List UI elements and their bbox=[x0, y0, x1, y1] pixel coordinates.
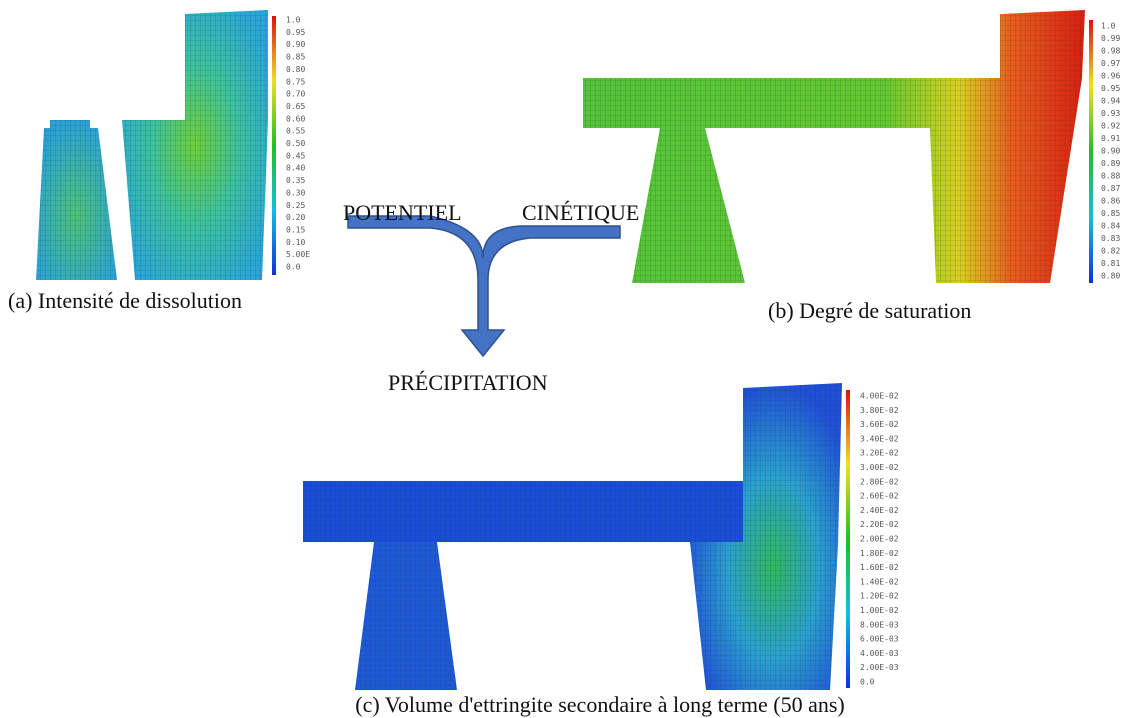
colorbar-label: 0.30 bbox=[286, 188, 305, 197]
panel-c bbox=[303, 383, 850, 690]
colorbar-label: 0.0 bbox=[286, 263, 301, 272]
colorbar-label: 4.00E-03 bbox=[860, 649, 899, 658]
colorbar-label: 0.95 bbox=[1101, 84, 1120, 93]
caption: (c) Volume d'ettringite secondaire à lon… bbox=[355, 692, 844, 717]
colorbar-label: 3.20E-02 bbox=[860, 449, 899, 458]
colorbar-label: 0.81 bbox=[1101, 259, 1120, 268]
colorbar-label: 0.86 bbox=[1101, 197, 1120, 206]
colorbar-label: 3.40E-02 bbox=[860, 434, 899, 443]
colorbar-label: 0.70 bbox=[286, 90, 305, 99]
colorbar-label: 0.85 bbox=[1101, 209, 1120, 218]
colorbar-label: 0.93 bbox=[1101, 109, 1120, 118]
colorbar-label: 0.88 bbox=[1101, 172, 1120, 181]
colorbar-label: 0.99 bbox=[1101, 34, 1120, 43]
colorbar-label: 0.80 bbox=[1101, 272, 1120, 281]
panel-a bbox=[36, 10, 276, 280]
colorbar-label: 3.00E-02 bbox=[860, 463, 899, 472]
arrow-label: POTENTIEL bbox=[343, 200, 462, 225]
colorbar-label: 1.0 bbox=[1101, 22, 1116, 31]
colorbar-label: 0.96 bbox=[1101, 72, 1120, 81]
colorbar-label: 0.82 bbox=[1101, 247, 1120, 256]
caption: (b) Degré de saturation bbox=[768, 298, 971, 323]
colorbar-label: 0.89 bbox=[1101, 159, 1120, 168]
colorbar-label: 8.00E-03 bbox=[860, 620, 899, 629]
colorbar-label: 6.00E-03 bbox=[860, 635, 899, 644]
colorbar-label: 0.40 bbox=[286, 164, 305, 173]
colorbar-label: 0.0 bbox=[860, 678, 875, 687]
colorbar-label: 0.60 bbox=[286, 114, 305, 123]
colorbar-label: 2.20E-02 bbox=[860, 520, 899, 529]
colorbar-label: 1.60E-02 bbox=[860, 563, 899, 572]
colorbar-label: 1.80E-02 bbox=[860, 549, 899, 558]
colorbar-label: 0.98 bbox=[1101, 47, 1120, 56]
colorbar-label: 0.15 bbox=[286, 225, 305, 234]
colorbar-label: 0.20 bbox=[286, 213, 305, 222]
colorbar-label: 3.60E-02 bbox=[860, 420, 899, 429]
colorbar-label: 0.45 bbox=[286, 151, 305, 160]
colorbar-label: 0.91 bbox=[1101, 134, 1120, 143]
colorbar-label: 0.97 bbox=[1101, 59, 1120, 68]
colorbar-label: 0.65 bbox=[286, 102, 305, 111]
colorbar-label: 2.40E-02 bbox=[860, 506, 899, 515]
colorbar-label: 0.85 bbox=[286, 53, 305, 62]
colorbar-label: 1.40E-02 bbox=[860, 577, 899, 586]
colorbar-label: 0.10 bbox=[286, 238, 305, 247]
colorbar-label: 5.00E bbox=[286, 250, 310, 259]
colorbar-label: 0.90 bbox=[1101, 147, 1120, 156]
colorbar-label: 0.92 bbox=[1101, 122, 1120, 131]
colorbar-label: 0.80 bbox=[286, 65, 305, 74]
colorbar-label: 2.00E-02 bbox=[860, 535, 899, 544]
colorbar-label: 0.84 bbox=[1101, 222, 1120, 231]
colorbar-label: 1.20E-02 bbox=[860, 592, 899, 601]
colorbar-label: 1.00E-02 bbox=[860, 606, 899, 615]
colorbar-label: 0.94 bbox=[1101, 97, 1120, 106]
arrow-label: PRÉCIPITATION bbox=[388, 370, 548, 395]
colorbar-label: 1.0 bbox=[286, 16, 301, 25]
colorbar-label: 0.90 bbox=[286, 40, 305, 49]
colorbar-label: 0.50 bbox=[286, 139, 305, 148]
panel-b bbox=[583, 10, 1093, 283]
colorbar-label: 0.83 bbox=[1101, 234, 1120, 243]
colorbar-label: 3.80E-02 bbox=[860, 406, 899, 415]
colorbar-label: 4.00E-02 bbox=[860, 392, 899, 401]
colorbar-label: 0.87 bbox=[1101, 184, 1120, 193]
colorbar-label: 0.25 bbox=[286, 201, 305, 210]
colorbar-label: 0.95 bbox=[286, 28, 305, 37]
caption: (a) Intensité de dissolution bbox=[8, 288, 242, 313]
colorbar-label: 2.00E-03 bbox=[860, 663, 899, 672]
colorbar-label: 0.35 bbox=[286, 176, 305, 185]
merge-arrow bbox=[347, 215, 621, 358]
arrow-label: CINÉTIQUE bbox=[522, 200, 639, 225]
colorbar-label: 2.80E-02 bbox=[860, 477, 899, 486]
colorbar-label: 0.75 bbox=[286, 77, 305, 86]
colorbar-label: 2.60E-02 bbox=[860, 492, 899, 501]
colorbar-label: 0.55 bbox=[286, 127, 305, 136]
